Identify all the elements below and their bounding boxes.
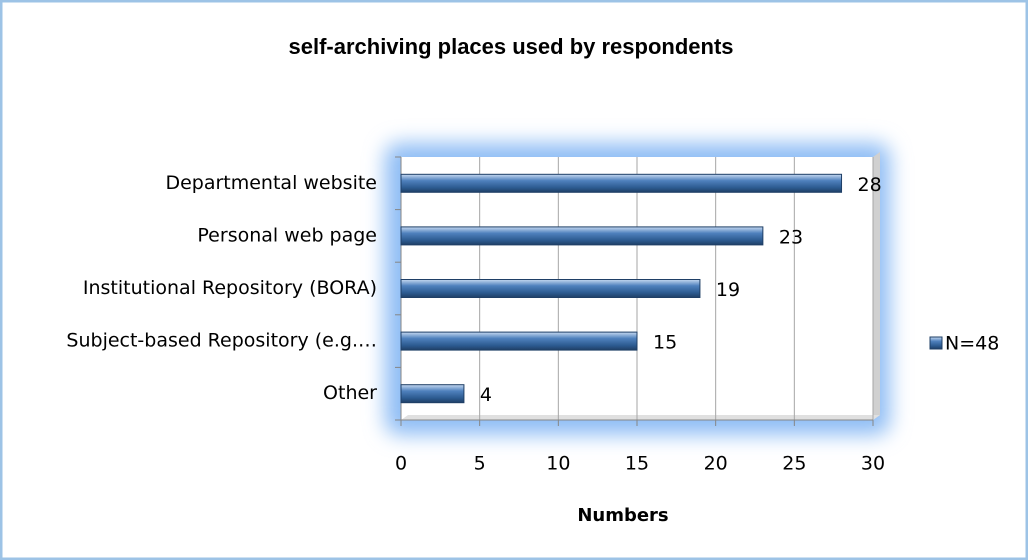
data-label: 23 bbox=[779, 226, 803, 248]
x-tick-label: 5 bbox=[474, 453, 486, 475]
data-label: 19 bbox=[716, 279, 740, 301]
y-tick-label: Subject-based Repository (e.g.… bbox=[66, 330, 377, 352]
legend-marker bbox=[929, 336, 943, 350]
plot: 0 5 10 15 20 25 30 Departmental website 28 Person… bbox=[66, 156, 999, 475]
bar bbox=[400, 226, 764, 246]
x-tick-label: 25 bbox=[782, 453, 806, 475]
bar bbox=[400, 279, 701, 298]
x-tick-label: 30 bbox=[861, 453, 885, 475]
y-tick-label: Other bbox=[323, 382, 377, 404]
data-label: 15 bbox=[653, 332, 677, 354]
x-tick-label: 10 bbox=[546, 453, 570, 475]
plot-floor bbox=[401, 415, 880, 420]
x-tick-label: 0 bbox=[395, 453, 407, 475]
bar bbox=[400, 173, 843, 193]
x-axis-title: Numbers bbox=[577, 505, 668, 526]
plot-side bbox=[873, 152, 880, 420]
y-tick-label: Departmental website bbox=[165, 172, 377, 194]
data-label: 4 bbox=[480, 384, 492, 406]
legend-label: N=48 bbox=[945, 333, 999, 355]
bar bbox=[400, 384, 465, 404]
x-tick-label: 15 bbox=[625, 453, 649, 475]
y-tick-label: Institutional Repository (BORA) bbox=[83, 277, 377, 299]
x-tick-label: 20 bbox=[704, 453, 728, 475]
data-label: 28 bbox=[858, 174, 882, 196]
bar bbox=[400, 331, 638, 351]
y-tick-label: Personal web page bbox=[197, 224, 377, 246]
chart-title: self-archiving places used by respondent… bbox=[288, 34, 733, 59]
